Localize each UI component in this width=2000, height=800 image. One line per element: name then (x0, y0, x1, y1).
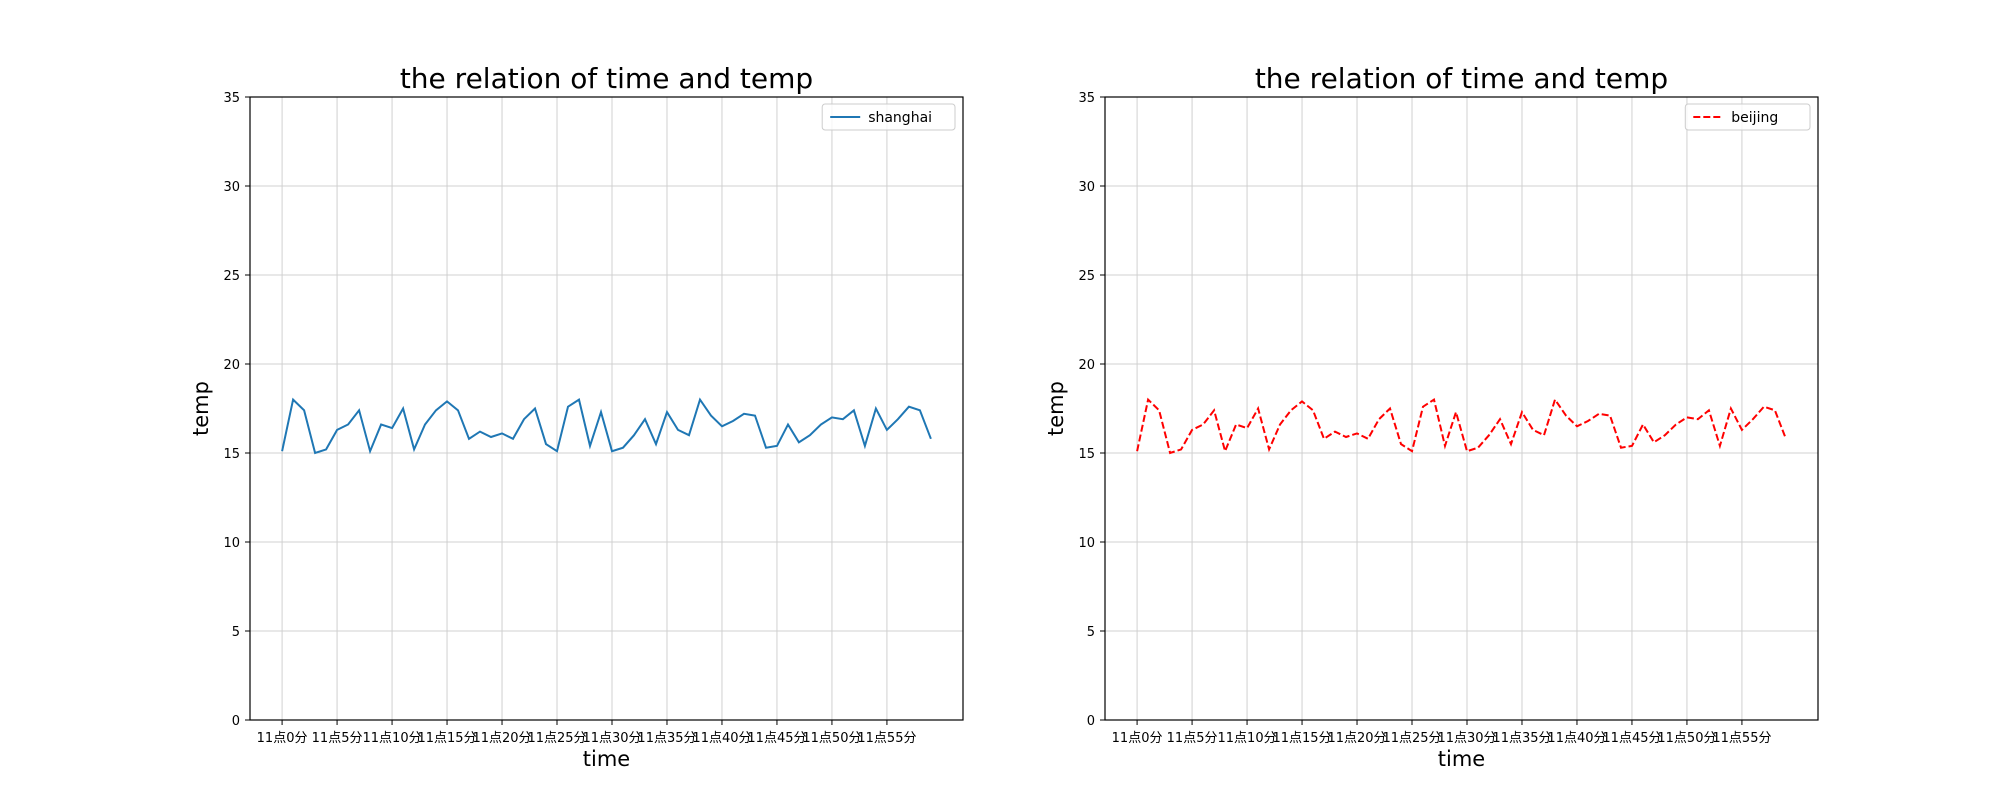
x-tick-label: 11点35分 (637, 731, 696, 746)
y-tick-label: 15 (1078, 447, 1095, 462)
x-tick-label: 11点40分 (692, 731, 751, 746)
series-line-shanghai (281, 397, 932, 455)
x-tick-label: 11点55分 (857, 731, 916, 746)
x-tick-label: 11点15分 (417, 731, 476, 746)
y-tick-label: 10 (1078, 536, 1095, 551)
x-tick-label: 11点40分 (1547, 731, 1606, 746)
y-tick-label: 30 (223, 180, 240, 195)
x-axis-label: time (583, 747, 630, 771)
y-tick-label: 35 (1078, 91, 1095, 106)
plot-frame (1104, 96, 1819, 721)
x-tick-label: 11点10分 (1218, 731, 1277, 746)
y-axis-label: temp (1044, 381, 1068, 436)
y-tick-label: 30 (1078, 180, 1095, 195)
legend-box (1684, 103, 1811, 131)
x-tick-label: 11点5分 (1167, 731, 1218, 746)
chart-title: the relation of time and temp (400, 62, 813, 95)
y-tick-label: 5 (1087, 625, 1095, 640)
x-tick-label: 11点20分 (1327, 731, 1386, 746)
y-tick-label: 35 (223, 91, 240, 106)
y-tick-label: 20 (1078, 358, 1095, 373)
y-axis-label: temp (189, 381, 213, 436)
series-line-beijing (1136, 397, 1787, 455)
y-tick-label: 25 (1078, 269, 1095, 284)
x-tick-label: 11点55分 (1712, 731, 1771, 746)
legend-label: beijing (1731, 110, 1778, 126)
y-tick-label: 10 (223, 536, 240, 551)
x-tick-label: 11点10分 (363, 731, 422, 746)
x-tick-label: 11点5分 (312, 731, 363, 746)
x-tick-label: 11点0分 (1112, 731, 1163, 746)
legend-box (821, 103, 956, 131)
x-tick-label: 11点20分 (472, 731, 531, 746)
plot-frame (249, 96, 964, 721)
y-tick-label: 25 (223, 269, 240, 284)
x-tick-label: 11点45分 (1602, 731, 1661, 746)
x-tick-label: 11点0分 (257, 731, 308, 746)
y-tick-label: 20 (223, 358, 240, 373)
x-tick-label: 11点45分 (747, 731, 806, 746)
chart-title: the relation of time and temp (1255, 62, 1668, 95)
y-tick-label: 5 (232, 625, 240, 640)
y-tick-label: 0 (232, 714, 240, 729)
x-tick-label: 11点35分 (1492, 731, 1551, 746)
y-tick-label: 15 (223, 447, 240, 462)
x-tick-label: 11点25分 (1382, 731, 1441, 746)
x-tick-label: 11点15分 (1272, 731, 1331, 746)
x-tick-label: 11点30分 (582, 731, 641, 746)
x-tick-label: 11点50分 (802, 731, 861, 746)
x-tick-label: 11点50分 (1657, 731, 1716, 746)
legend-label: shanghai (868, 110, 932, 126)
y-tick-label: 0 (1087, 714, 1095, 729)
x-axis-label: time (1438, 747, 1485, 771)
x-tick-label: 11点25分 (527, 731, 586, 746)
x-tick-label: 11点30分 (1437, 731, 1496, 746)
